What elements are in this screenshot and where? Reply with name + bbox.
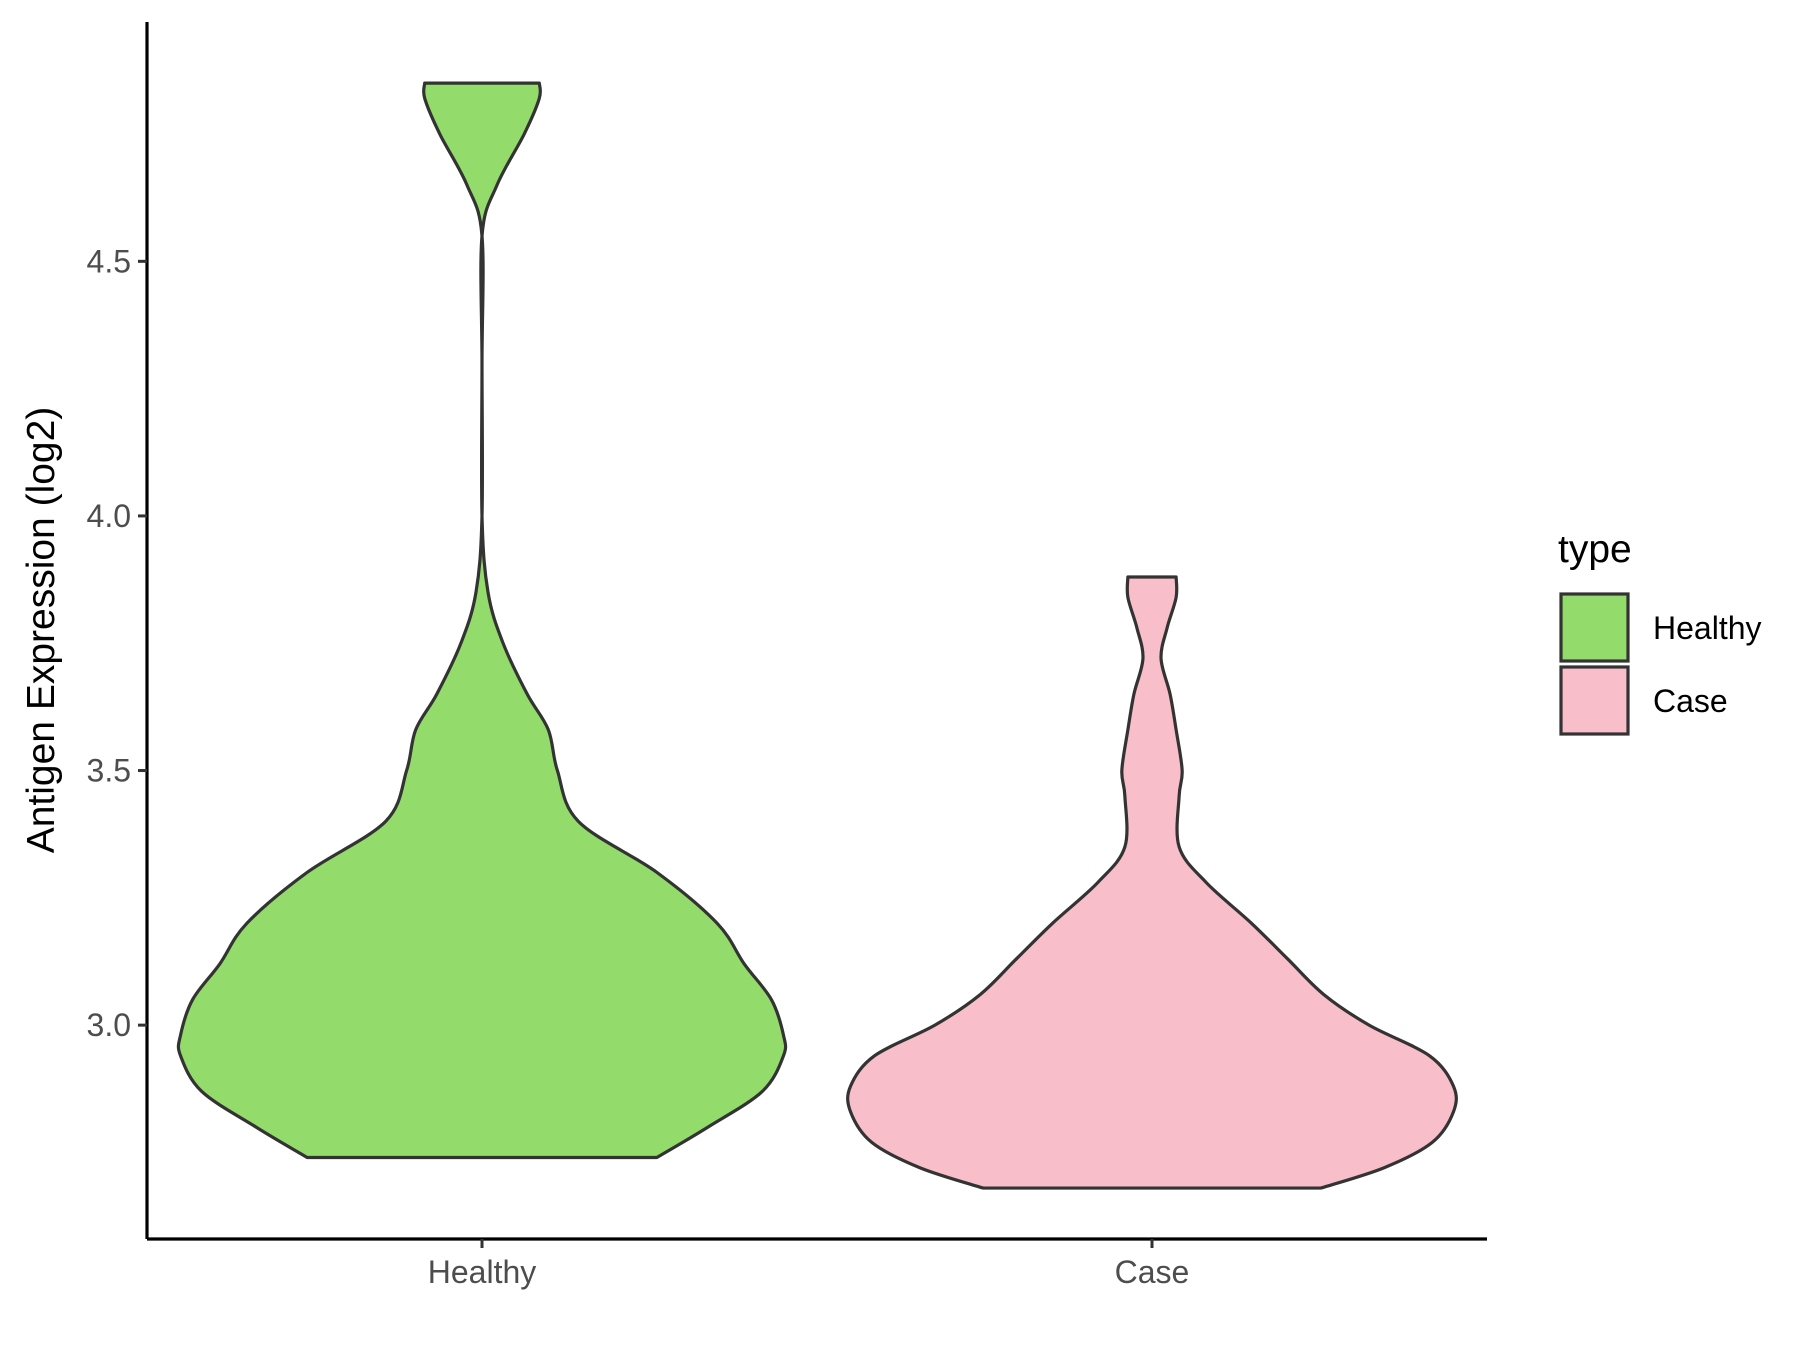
legend-title: type <box>1558 528 1632 571</box>
y-tick-label: 3.0 <box>87 1007 131 1043</box>
x-tick-label: Healthy <box>428 1254 537 1290</box>
y-ticks: 3.0 3.5 4.0 4.5 <box>87 243 147 1043</box>
violin-case <box>846 575 1458 1190</box>
legend-label: Healthy <box>1653 610 1762 646</box>
legend: type Healthy Case <box>1558 528 1762 736</box>
y-axis-title: Antigen Expression (log2) <box>20 407 63 854</box>
y-tick-label: 3.5 <box>87 753 131 789</box>
y-tick-label: 4.0 <box>87 498 131 534</box>
x-ticks: Healthy Case <box>428 1239 1190 1290</box>
legend-label: Case <box>1653 683 1728 719</box>
y-tick-label: 4.5 <box>87 243 131 279</box>
x-tick-label: Case <box>1115 1254 1190 1290</box>
violin-healthy <box>176 81 788 1160</box>
legend-key-healthy <box>1559 592 1630 663</box>
legend-key-case <box>1559 665 1630 736</box>
violins <box>176 81 1458 1190</box>
